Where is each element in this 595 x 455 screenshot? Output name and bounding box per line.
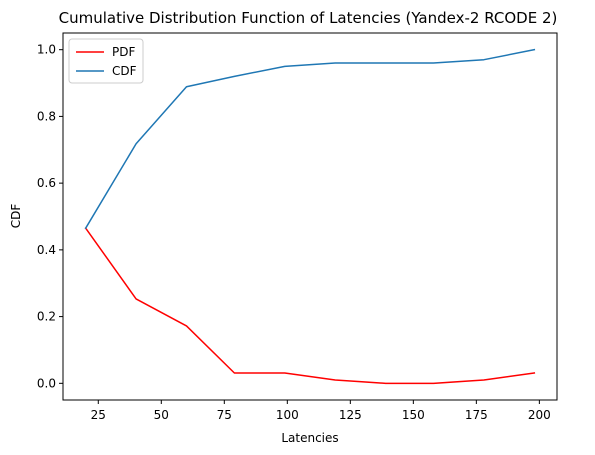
x-tick-label: 150 xyxy=(402,408,425,422)
x-tick-label: 175 xyxy=(465,408,488,422)
x-tick-label: 200 xyxy=(528,408,551,422)
series-line-pdf xyxy=(84,227,536,385)
legend: PDF CDF xyxy=(68,38,144,84)
y-tick-label: 0.8 xyxy=(37,109,56,123)
x-axis-label: Latencies xyxy=(281,431,338,445)
y-tick-label: 0.0 xyxy=(37,376,56,390)
legend-box xyxy=(68,38,144,84)
chart-title: Cumulative Distribution Function of Late… xyxy=(59,9,558,27)
plot-frame xyxy=(62,32,558,401)
x-tick-label: 75 xyxy=(217,408,232,422)
y-tick-label: 0.4 xyxy=(37,243,56,257)
x-tick-label: 25 xyxy=(91,408,106,422)
legend-label-pdf: PDF xyxy=(112,45,135,59)
x-tick-label: 125 xyxy=(339,408,362,422)
x-ticks: 25 50 75 100 125 150 175 200 xyxy=(91,400,551,422)
series-layer xyxy=(84,48,536,385)
y-ticks: 0.0 0.2 0.4 0.6 0.8 1.0 xyxy=(37,43,63,390)
y-axis-label: CDF xyxy=(9,204,23,229)
x-tick-label: 50 xyxy=(154,408,169,422)
x-tick-label: 100 xyxy=(276,408,299,422)
y-tick-label: 0.2 xyxy=(37,310,56,324)
series-line-cdf xyxy=(84,48,536,230)
legend-label-cdf: CDF xyxy=(112,64,137,78)
y-tick-label: 0.6 xyxy=(37,176,56,190)
y-tick-label: 1.0 xyxy=(37,43,56,57)
